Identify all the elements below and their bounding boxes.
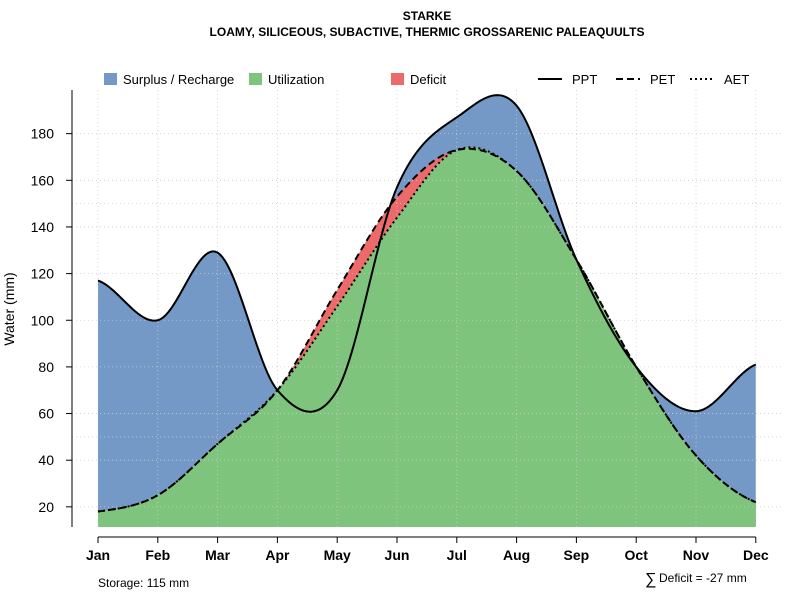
area-fills: [98, 95, 756, 528]
y-tick-label: 20: [38, 499, 54, 515]
y-tick-label: 180: [31, 126, 55, 142]
y-tick-label: 160: [31, 172, 55, 188]
series-line-pet: [97, 147, 757, 513]
x-tick-label: Aug: [503, 547, 530, 563]
chart-subtitle: LOAMY, SILICEOUS, SUBACTIVE, THERMIC GRO…: [210, 25, 645, 39]
series-line-ppt: [97, 94, 757, 413]
legend-label: Deficit: [410, 72, 447, 87]
x-tick-label: Mar: [205, 547, 230, 563]
x-tick-label: Sep: [564, 547, 590, 563]
legend-label: PPT: [572, 72, 597, 87]
axes: 20 40 60 80 100 120 140 160 180 Jan Feb Mar Apr May Ju…: [31, 90, 769, 563]
legend-label: AET: [724, 72, 749, 87]
x-tick-label: Feb: [145, 547, 170, 563]
y-tick-label: 40: [38, 452, 54, 468]
x-tick-label: Nov: [683, 547, 710, 563]
x-tick-label: Jun: [385, 547, 410, 563]
storage-note: Storage: 115 mm: [98, 576, 189, 590]
legend: Surplus / Recharge Utilization Deficit PPT P…: [104, 72, 749, 87]
chart-title: STARKE: [403, 9, 451, 23]
y-tick-label: 80: [38, 359, 54, 375]
legend-label: Surplus / Recharge: [123, 72, 234, 87]
x-tick-label: Apr: [265, 547, 290, 563]
sigma-symbol: ∑: [645, 571, 656, 588]
x-tick-label: Oct: [625, 547, 649, 563]
legend-swatch: [391, 73, 404, 85]
x-tick-label: Jan: [86, 547, 110, 563]
x-tick-label: Dec: [743, 547, 769, 563]
y-tick-label: 120: [31, 266, 55, 282]
x-tick-label: Jul: [447, 547, 467, 563]
utilization-area: [98, 147, 756, 527]
y-tick-label: 60: [38, 406, 54, 422]
legend-label: PET: [650, 72, 675, 87]
y-tick-label: 100: [31, 312, 55, 328]
y-tick-label: 140: [31, 219, 55, 235]
deficit-note: Deficit = -27 mm: [659, 571, 747, 585]
y-axis-label: Water (mm): [1, 272, 17, 345]
legend-swatch: [249, 73, 262, 85]
x-tick-label: May: [324, 547, 351, 563]
legend-swatch: [104, 73, 117, 85]
series-lines: [97, 94, 757, 513]
legend-label: Utilization: [268, 72, 324, 87]
